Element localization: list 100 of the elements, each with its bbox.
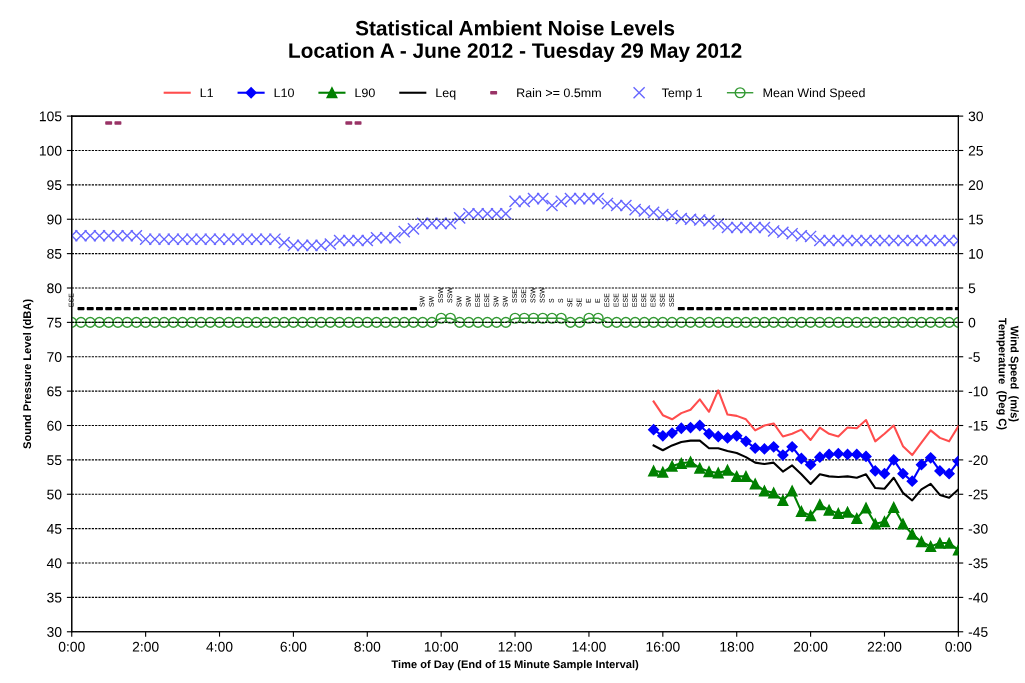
point (712, 430, 724, 443)
x-tick-label: 0:00 (58, 641, 85, 652)
point (832, 448, 844, 460)
x-tick-label: 18:00 (720, 641, 754, 652)
point (749, 478, 761, 490)
point (647, 424, 660, 436)
point (694, 462, 706, 474)
point (666, 427, 678, 439)
point (731, 470, 743, 482)
y2-tick-label: 20 (968, 180, 983, 191)
x-tick-label: 6:00 (280, 641, 307, 652)
x-tick-label: 20:00 (793, 641, 828, 652)
y-tick-label: 80 (47, 283, 62, 294)
point (804, 459, 817, 471)
point (795, 505, 807, 518)
point (786, 441, 798, 453)
point (869, 518, 881, 530)
point (915, 459, 928, 471)
y2-tick-label: 15 (969, 214, 983, 225)
y-tick-label: 70 (47, 352, 62, 362)
y2-tick-label: -5 (968, 352, 980, 362)
x-tick-label: 16:00 (646, 641, 680, 652)
chart-title: Statistical Ambient Noise Levels Location A - June 2012 - Tuesday 29 May 2012 (289, 20, 742, 63)
point (823, 504, 835, 516)
point (777, 449, 789, 461)
point (768, 487, 780, 499)
y2-tick-label: -25 (968, 489, 988, 500)
point (934, 537, 946, 549)
y-tick-label: 65 (47, 386, 62, 397)
point (943, 537, 955, 549)
point (731, 430, 743, 442)
point (888, 501, 900, 513)
legend-label: L1 (200, 88, 213, 98)
y2-tick-label: -40 (968, 592, 988, 603)
point (878, 516, 891, 528)
y2-tick-label: -15 (968, 420, 988, 431)
point (675, 457, 687, 469)
point (758, 443, 771, 455)
point (657, 466, 669, 478)
y-tick-label: 30 (47, 627, 62, 637)
point (906, 528, 918, 540)
point (786, 485, 798, 497)
y2-tick-label: 5 (968, 283, 976, 294)
point (823, 448, 835, 460)
point (906, 475, 918, 487)
y-tick-label: 45 (46, 524, 62, 534)
point (703, 466, 715, 478)
point (814, 451, 826, 463)
point (869, 465, 881, 477)
y2-tick-label: -45 (968, 627, 988, 637)
legend-label: L90 (355, 88, 375, 98)
y-tick-label: 60 (47, 420, 62, 431)
legend-label: Mean Wind Speed (763, 88, 865, 100)
y-tick-label: 75 (47, 317, 62, 328)
point (915, 536, 927, 548)
x-tick-label: 2:00 (132, 641, 159, 652)
legend-label: Temp 1 (661, 88, 702, 100)
point (851, 512, 863, 524)
point (832, 507, 844, 520)
y2-tick-label: -10 (968, 386, 988, 397)
point (684, 456, 697, 468)
x-tick-label: 14:00 (572, 641, 606, 652)
legend-label: L10 (274, 88, 294, 98)
x-tick-label: 22:00 (867, 641, 902, 652)
y-tick-label: 35 (47, 592, 62, 603)
point (814, 499, 826, 511)
point (841, 506, 854, 518)
point (758, 485, 770, 497)
y-axis-title: Sound Pressure Level (dBA) (22, 299, 34, 449)
y-tick-label: 100 (39, 145, 62, 156)
x-axis-title: Time of Day (End of 15 Minute Sample Interval) (391, 660, 639, 671)
point (721, 432, 734, 444)
point (666, 460, 678, 472)
y2-axis-title: Wind Speed (m/s) Temperature (Deg C) (996, 317, 1019, 430)
point (740, 435, 752, 447)
point (749, 442, 761, 454)
point (851, 448, 863, 460)
point (860, 502, 872, 514)
y2-tick-label: -20 (968, 455, 988, 466)
y2-tick-label: -35 (968, 558, 988, 569)
point (925, 540, 937, 553)
point (897, 468, 909, 480)
point (721, 464, 734, 476)
legend-label: Rain >= 0.5mm (517, 88, 601, 98)
y2-tick-label: 25 (968, 145, 983, 156)
y-tick-label: 90 (47, 214, 62, 225)
point (694, 419, 706, 432)
point (888, 454, 900, 466)
point (943, 468, 955, 480)
point (925, 452, 937, 464)
y-tick-label: 95 (47, 180, 62, 191)
point (675, 422, 687, 434)
point (657, 430, 669, 442)
x-tick-label: 4:00 (206, 641, 233, 652)
y2-tick-label: -30 (968, 523, 988, 534)
y-tick-label: 40 (46, 558, 62, 569)
y-tick-label: 85 (47, 248, 62, 259)
point (897, 518, 909, 530)
y2-tick-label: 10 (969, 248, 983, 259)
point (712, 467, 724, 479)
